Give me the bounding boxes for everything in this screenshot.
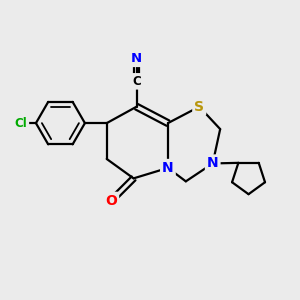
Text: N: N	[207, 156, 218, 170]
Text: O: O	[105, 194, 117, 208]
Text: S: S	[194, 100, 204, 114]
Text: C: C	[132, 75, 141, 88]
Text: Cl: Cl	[15, 117, 27, 130]
Text: N: N	[131, 52, 142, 65]
Text: N: N	[162, 161, 174, 175]
